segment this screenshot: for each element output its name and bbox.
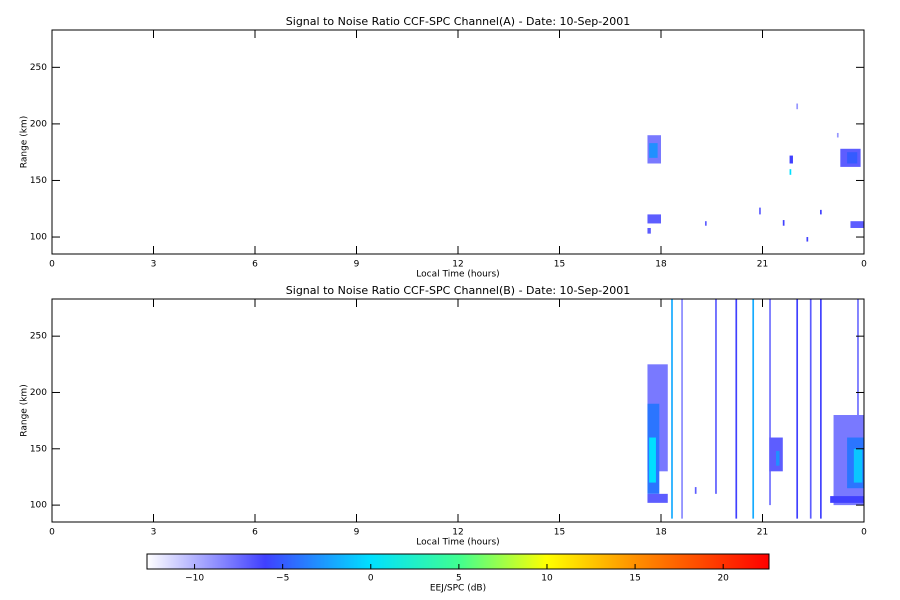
x-tick-label: 0: [861, 528, 867, 538]
y-tick-label: 200: [30, 388, 47, 398]
x-tick-label: 0: [861, 260, 867, 270]
heat-cell: [850, 221, 864, 228]
x-tick-label: 0: [49, 260, 55, 270]
heat-cell: [735, 299, 738, 519]
colorbar-tick-label: 15: [629, 574, 640, 584]
y-tick-label: 250: [30, 332, 47, 342]
heat-cell: [782, 220, 785, 226]
x-tick-label: 12: [452, 528, 463, 538]
colorbar-tick-label: 20: [717, 574, 729, 584]
heat-cell: [759, 207, 761, 215]
colorbar-tick-label: 5: [456, 574, 462, 584]
x-axis-label: Local Time (hours): [416, 538, 499, 548]
heat-cell: [647, 214, 661, 224]
chart-title: Signal to Noise Ratio CCF-SPC Channel(A)…: [286, 15, 630, 28]
colorbar-label: EEJ/SPC (dB): [430, 584, 486, 594]
y-axis-label: Range (km): [20, 116, 30, 168]
heat-cell: [820, 209, 822, 215]
x-axis-label: Local Time (hours): [416, 270, 499, 280]
colorbar-tick-label: 0: [368, 574, 374, 584]
x-tick-label: 9: [354, 528, 360, 538]
heat-cell: [769, 299, 771, 506]
colorbar-tick-label: −5: [276, 574, 289, 584]
heat-cell: [796, 299, 799, 519]
x-tick-label: 9: [354, 260, 360, 270]
colorbar-tick-label: −10: [185, 574, 204, 584]
heat-cell: [647, 493, 668, 503]
heat-cell: [704, 221, 707, 226]
y-axis-label: Range (km): [20, 384, 30, 436]
x-tick-label: 15: [554, 528, 565, 538]
heat-cell: [789, 155, 793, 164]
heat-cell: [853, 448, 863, 483]
x-tick-label: 0: [49, 528, 55, 538]
heat-cell: [820, 299, 822, 519]
heat-cell: [752, 299, 755, 519]
heat-cell: [681, 299, 683, 519]
plot-frame: [51, 29, 865, 255]
y-tick-label: 150: [30, 176, 47, 186]
heat-cell: [830, 496, 864, 503]
x-tick-label: 18: [655, 528, 667, 538]
heat-cell: [647, 227, 651, 234]
heat-cell: [796, 103, 799, 110]
colorbar-tick-label: 10: [541, 574, 553, 584]
heat-cell: [694, 487, 697, 494]
heat-cell: [715, 299, 717, 494]
x-tick-label: 3: [151, 260, 157, 270]
x-tick-label: 21: [757, 528, 768, 538]
heat-cell: [806, 237, 809, 242]
x-tick-label: 6: [252, 260, 258, 270]
x-tick-label: 12: [452, 260, 463, 270]
y-tick-label: 100: [30, 501, 47, 511]
y-tick-label: 100: [30, 233, 47, 243]
chart-title: Signal to Noise Ratio CCF-SPC Channel(B)…: [286, 284, 630, 297]
heat-cell: [776, 451, 780, 466]
x-tick-label: 18: [655, 260, 667, 270]
plot-frame: [51, 298, 865, 523]
heat-cell: [857, 299, 859, 506]
y-tick-label: 150: [30, 444, 47, 454]
colorbar: [146, 553, 770, 570]
y-tick-label: 250: [30, 63, 47, 73]
x-tick-label: 6: [252, 528, 258, 538]
heat-cell: [809, 299, 812, 519]
heat-cell: [649, 143, 658, 158]
heat-cell: [671, 299, 673, 519]
heat-cell: [649, 437, 656, 483]
x-tick-label: 21: [757, 260, 768, 270]
x-tick-label: 15: [554, 260, 565, 270]
x-tick-label: 3: [151, 528, 157, 538]
heat-cell: [836, 132, 839, 138]
heat-cell: [847, 152, 858, 164]
heat-cell: [789, 169, 792, 175]
y-tick-label: 200: [30, 119, 47, 129]
